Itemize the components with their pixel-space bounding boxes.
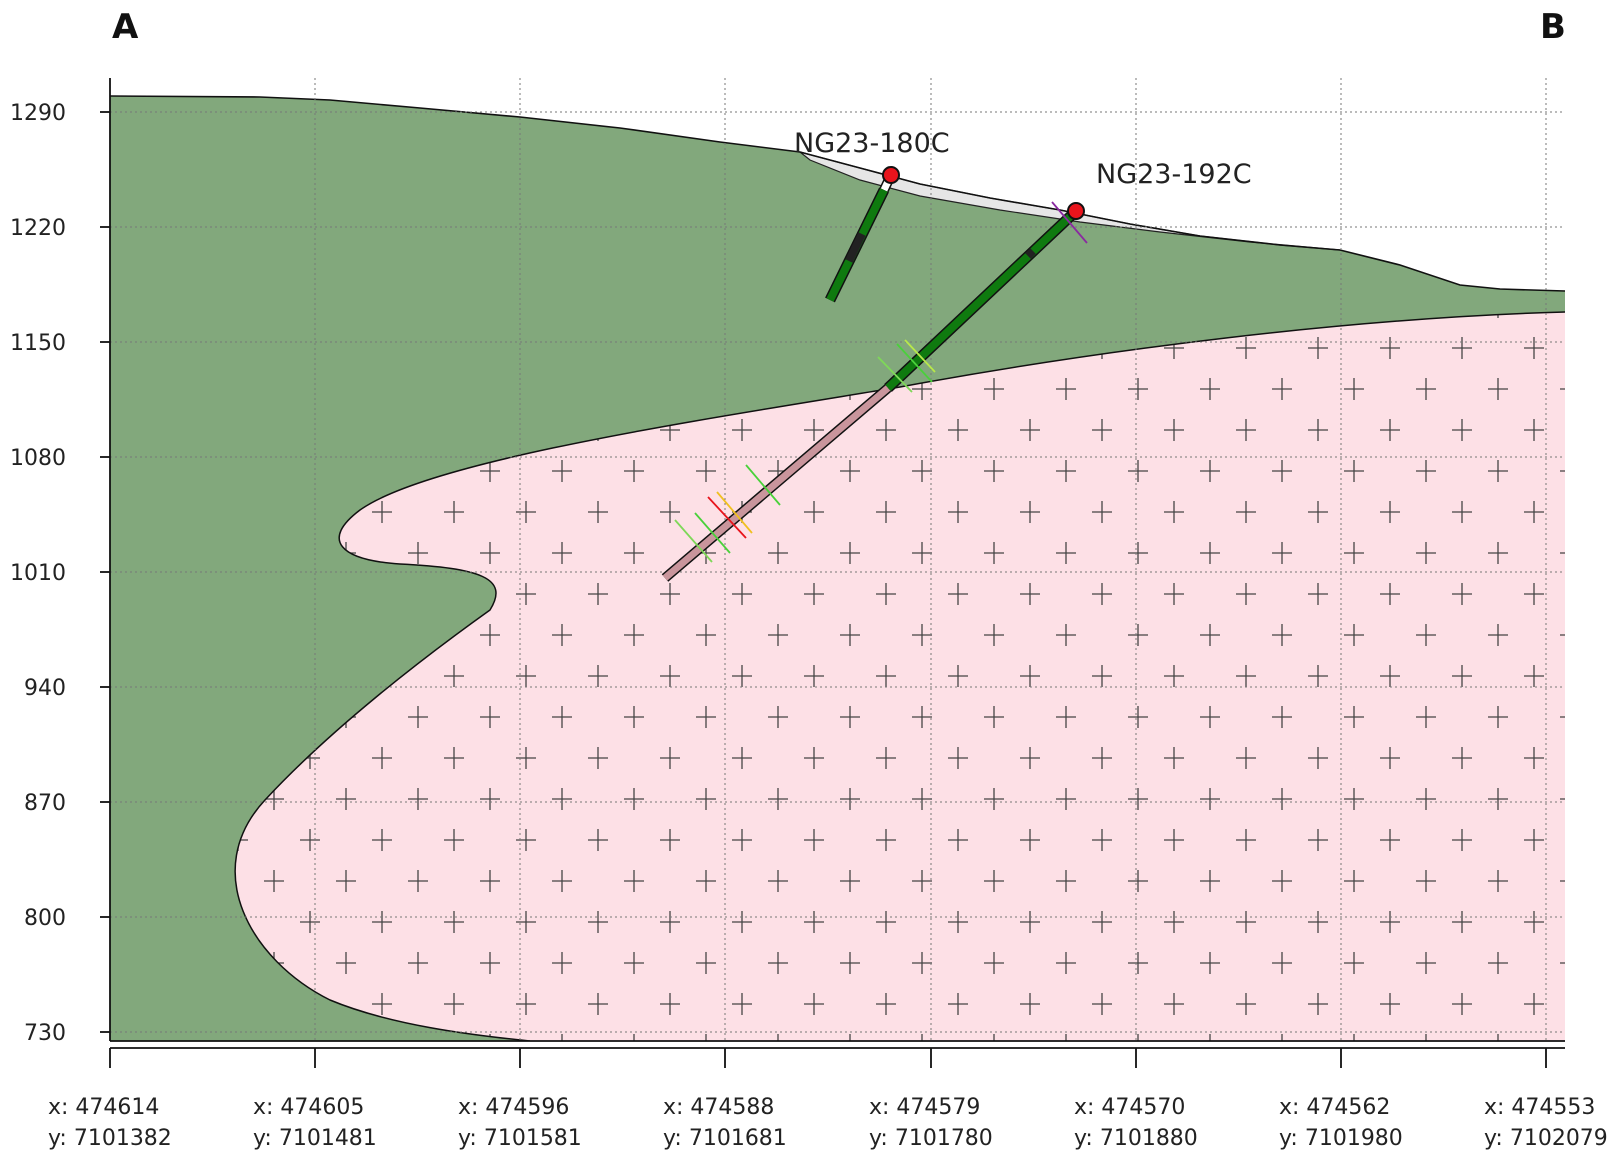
y-coord-label: y: 7101880	[1074, 1126, 1198, 1151]
section-start-label: A	[112, 7, 139, 47]
x-tick-label: x: 474562	[1279, 1095, 1390, 1120]
section-end-label: B	[1540, 7, 1566, 47]
collar-marker[interactable]	[1067, 202, 1085, 220]
x-tick-label: x: 474553	[1484, 1095, 1595, 1120]
x-axis-ticks	[109, 1048, 1547, 1068]
x-tick-label: x: 474570	[1074, 1095, 1185, 1120]
drillhole-ng23-192c[interactable]: NG23-192C	[661, 159, 1252, 582]
x-tick-label: x: 474614	[48, 1095, 159, 1120]
y-coord-label: y: 7101382	[48, 1126, 172, 1151]
drillhole-label: NG23-180C	[794, 128, 950, 159]
y-coord-label: y: 7102079	[1484, 1126, 1608, 1151]
axes	[109, 78, 1565, 1049]
y-coord-label: y: 7101581	[458, 1126, 582, 1151]
topography-line	[109, 95, 1566, 292]
y-axis-labels: 1290 1220 1150 1080 1010 940 870 800 730	[10, 101, 66, 1046]
y-tick-label: 870	[24, 791, 66, 816]
x-tick-label: x: 474588	[663, 1095, 774, 1120]
x-tick-label: x: 474596	[458, 1095, 569, 1120]
drillhole-ng23-180c[interactable]: NG23-180C	[794, 128, 950, 303]
intrusive-pattern	[235, 312, 1565, 1041]
y-tick-label: 1220	[10, 216, 66, 241]
collar-marker[interactable]	[882, 166, 900, 184]
y-tick-label: 940	[24, 676, 66, 701]
x-tick-label: x: 474605	[253, 1095, 364, 1120]
y-axis-ticks	[100, 111, 110, 1033]
y-coord-label: y: 7101980	[1279, 1126, 1403, 1151]
y-tick-label: 1150	[10, 331, 66, 356]
intrusive-contact-line	[234, 311, 1565, 1041]
y-coord-label: y: 7101780	[869, 1126, 993, 1151]
y-tick-label: 1010	[10, 561, 66, 586]
x-tick-label: x: 474579	[869, 1095, 980, 1120]
y-tick-label: 800	[24, 906, 66, 931]
y-coord-label: y: 7101481	[253, 1126, 377, 1151]
grid-lines	[110, 78, 1565, 1041]
drillhole-label: NG23-192C	[1096, 159, 1252, 190]
y-coord-label: y: 7101681	[663, 1126, 787, 1151]
y-tick-label: 1080	[10, 446, 66, 471]
x-axis-labels: x: 474614 y: 7101382 x: 474605 y: 710148…	[48, 1095, 1608, 1151]
y-tick-label: 1290	[10, 101, 66, 126]
y-tick-label: 730	[24, 1021, 66, 1046]
